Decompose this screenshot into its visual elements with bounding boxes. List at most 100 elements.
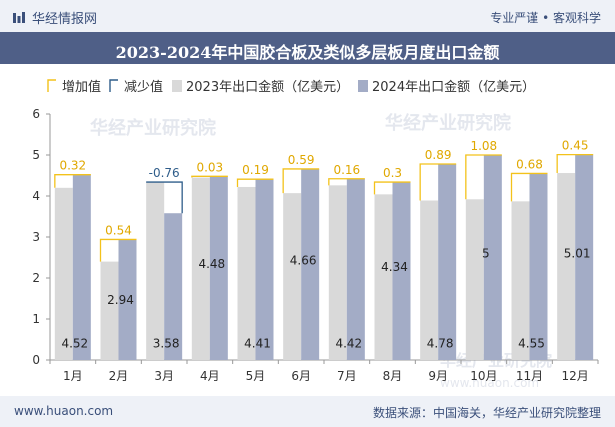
- bar-2023: [54, 187, 73, 360]
- bar-2023: [511, 201, 530, 360]
- value-label-2024: 3.58: [153, 337, 180, 351]
- brand: 华经情报网: [12, 8, 97, 27]
- value-label-2024: 4.41: [244, 337, 271, 351]
- increase-bracket: [328, 178, 365, 186]
- y-tick-label: 5: [32, 148, 40, 162]
- bar-2024: [483, 155, 502, 360]
- increase-bracket: [191, 175, 228, 178]
- bar-2023: [237, 186, 256, 360]
- bar-2023: [420, 200, 439, 360]
- bar-2024: [164, 213, 183, 360]
- increase-bracket: [282, 168, 320, 194]
- change-label: 0.19: [242, 163, 269, 177]
- top-bar: 华经情报网 专业严谨 • 客观科学: [0, 0, 615, 32]
- bar-2023: [328, 185, 347, 360]
- change-label: -0.76: [149, 166, 180, 180]
- series-swatch: [172, 80, 182, 92]
- value-label-2024: 4.66: [290, 253, 317, 267]
- bar-2023: [465, 199, 484, 360]
- slogan: 专业严谨 • 客观科学: [490, 11, 601, 25]
- increase-bracket: [465, 154, 502, 200]
- axes: 0 1 2 3 4 5 6 1月 2月 3月 4月 5月 6月 7月 8月 9月 10月 11月 12月: [32, 107, 599, 383]
- legend-label: 减少值: [124, 79, 163, 95]
- y-tick-label: 3: [32, 230, 40, 244]
- legend-item: 2023年出口金额（亿美元）: [172, 79, 349, 95]
- increase-bracket: [556, 153, 594, 174]
- title-bar: 2023-2024年中国胶合板及类似多层板月度出口金额: [0, 32, 615, 64]
- y-tick-label: 4: [32, 189, 40, 203]
- footer: www.huaon.com 数据来源：中国海关，华经产业研究院整理: [0, 396, 615, 427]
- x-tick-label: 2月: [109, 369, 129, 383]
- increase-bracket: [419, 163, 457, 201]
- bar-2024: [529, 173, 548, 360]
- change-markers: [54, 153, 594, 262]
- x-tick-label: 7月: [337, 369, 357, 383]
- bar-2024: [346, 178, 365, 360]
- value-label-2024: 4.34: [381, 260, 408, 274]
- bar-2024: [575, 154, 594, 360]
- x-tick-label: 8月: [383, 369, 403, 383]
- bar-2024: [118, 239, 137, 360]
- watermark-text: 华经产业研究院: [90, 117, 216, 139]
- increase-bracket: [54, 174, 91, 188]
- x-tick-label: 9月: [428, 369, 448, 383]
- change-label: 0.16: [333, 163, 360, 177]
- y-tick-label: 6: [32, 107, 40, 121]
- bars: [54, 154, 594, 360]
- change-label: 0.3: [383, 166, 402, 180]
- value-label-2024: 2.94: [107, 293, 134, 307]
- y-tick-label: 1: [32, 312, 40, 326]
- legend-label: 增加值: [62, 79, 101, 95]
- bar-2023: [557, 173, 576, 360]
- change-label: 0.32: [59, 159, 86, 173]
- series-swatch: [358, 80, 368, 92]
- legend-item: 2024年出口金额（亿美元）: [358, 79, 535, 95]
- y-tick-label: 0: [32, 353, 40, 367]
- legend-item: 增加值: [47, 79, 101, 95]
- bar-2023: [100, 261, 119, 360]
- value-label-2024: 5: [482, 247, 490, 261]
- value-label-2024: 5.01: [564, 246, 591, 260]
- legend-item: 减少值: [109, 79, 163, 95]
- legend-label: 2024年出口金额（亿美元）: [372, 79, 535, 95]
- x-tick-label: 3月: [154, 369, 174, 383]
- change-label: 0.59: [288, 153, 315, 167]
- increase-swatch: [47, 79, 56, 92]
- x-tick-label: 4月: [200, 369, 220, 383]
- value-label-2024: 4.52: [61, 337, 88, 351]
- website-link[interactable]: www.huaon.com: [14, 404, 114, 418]
- chart-area: 增加值 减少值 2023年出口金额（亿美元） 2024年出口金额（亿美元） 华经产业研…: [32, 79, 599, 390]
- bar-2024: [301, 168, 320, 360]
- value-label-2024: 4.55: [518, 337, 545, 351]
- increase-bracket: [236, 178, 274, 187]
- decrease-bracket: [146, 181, 183, 214]
- x-tick-label: 1月: [63, 369, 83, 383]
- chart-title: 2023-2024年中国胶合板及类似多层板月度出口金额: [115, 43, 500, 62]
- value-label-2024: 4.78: [427, 337, 454, 351]
- watermark-text: 华经产业研究院: [385, 112, 511, 134]
- change-label: 0.89: [425, 148, 452, 162]
- bar-2024: [392, 182, 411, 360]
- increase-bracket: [99, 238, 137, 262]
- increase-bracket: [373, 181, 411, 195]
- change-label: 0.45: [562, 139, 589, 153]
- x-tick-label: 6月: [291, 369, 311, 383]
- brand-logo-icon: [13, 11, 25, 23]
- x-tick-label: 11月: [516, 369, 543, 383]
- bar-2024: [438, 164, 457, 360]
- bar-2023: [146, 182, 165, 360]
- data-source: 数据来源：中国海关，华经产业研究院整理: [372, 406, 601, 420]
- change-label: 0.54: [105, 223, 132, 237]
- bar-2023: [374, 194, 393, 360]
- legend: 增加值 减少值 2023年出口金额（亿美元） 2024年出口金额（亿美元）: [47, 79, 535, 95]
- bar-2024: [72, 174, 91, 360]
- y-tick-label: 2: [32, 271, 40, 285]
- x-tick-label: 12月: [562, 369, 589, 383]
- increase-bracket: [510, 172, 548, 202]
- x-tick-label: 10月: [470, 369, 497, 383]
- value-label-2024: 4.42: [335, 337, 362, 351]
- change-label: 0.68: [516, 157, 543, 171]
- value-label-2024: 4.48: [198, 257, 225, 271]
- change-label: 0.03: [196, 160, 223, 174]
